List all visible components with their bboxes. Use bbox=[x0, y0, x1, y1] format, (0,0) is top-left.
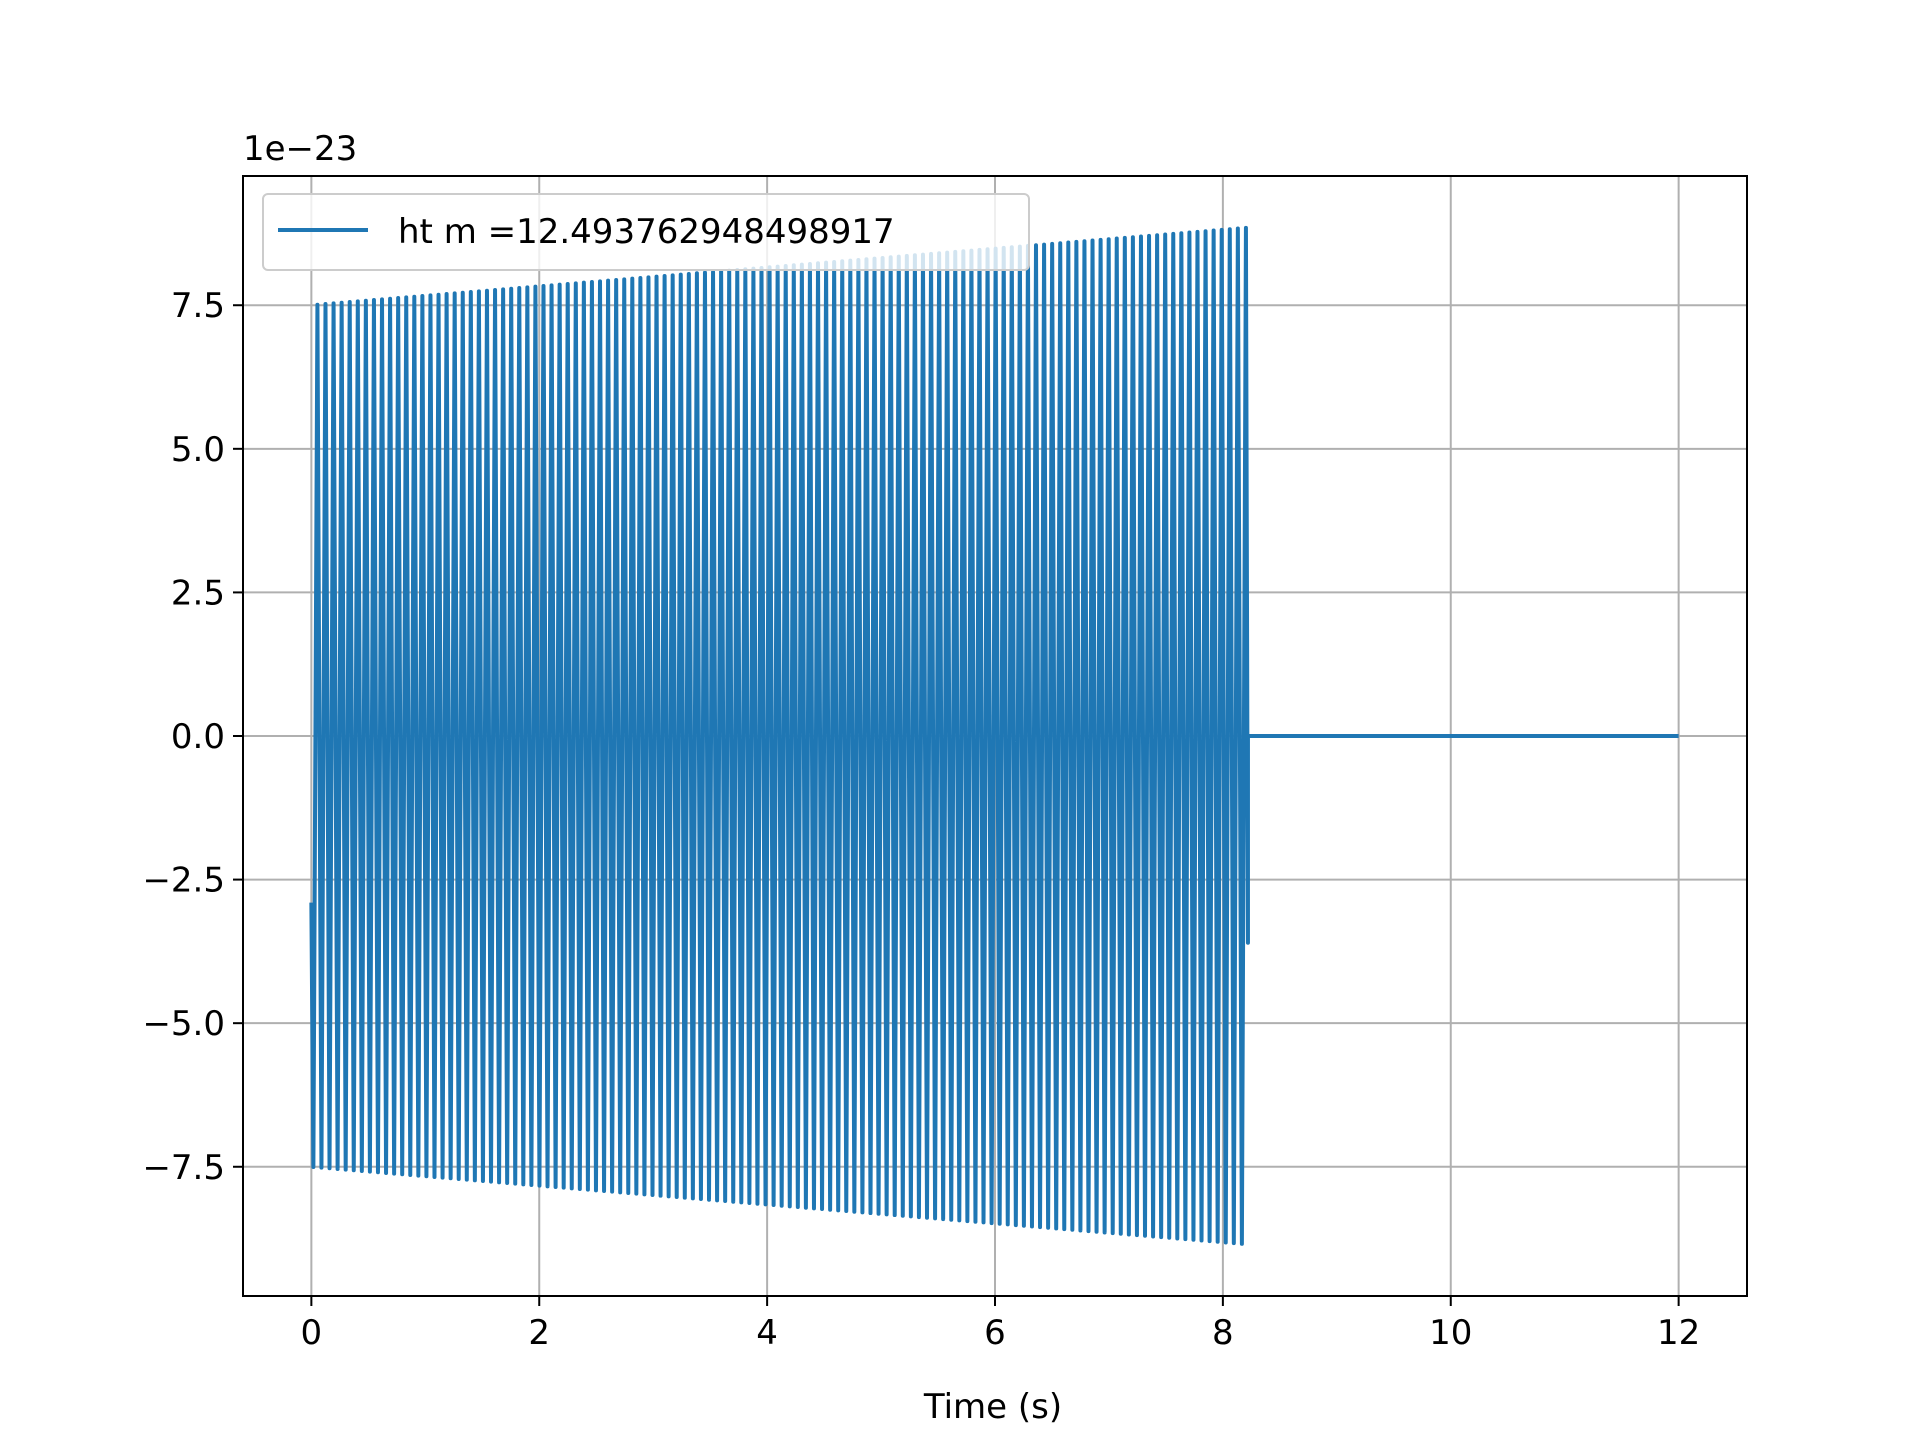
y-tick-label: 7.5 bbox=[171, 286, 225, 326]
y-tick-label: 0.0 bbox=[171, 717, 225, 757]
y-tick-label: −7.5 bbox=[142, 1148, 225, 1188]
legend-box bbox=[262, 193, 1030, 271]
x-tick-label: 6 bbox=[984, 1313, 1006, 1353]
y-tick-label: 2.5 bbox=[171, 573, 225, 613]
series-line-0 bbox=[309, 225, 1679, 1246]
legend-entry-label: ht m =12.493762948498917 bbox=[398, 212, 895, 252]
y-tick-label: −2.5 bbox=[142, 861, 225, 901]
ticks: 0 2 4 6 8 10 12 −7.5 −5.0 −2.5 0.0 2.5 5.0 7.5 bbox=[142, 286, 1700, 1353]
x-axis-label: Time (s) bbox=[923, 1387, 1062, 1427]
y-tick-label: −5.0 bbox=[142, 1004, 225, 1044]
y-axis-offset-label: 1e−23 bbox=[243, 129, 357, 169]
x-tick-label: 2 bbox=[528, 1313, 550, 1353]
x-tick-label: 12 bbox=[1657, 1313, 1700, 1353]
legend: ht m =12.493762948498917 bbox=[262, 193, 1030, 271]
y-tick-label: 5.0 bbox=[171, 430, 225, 470]
x-tick-label: 0 bbox=[301, 1313, 323, 1353]
series-layer bbox=[309, 225, 1679, 1246]
x-tick-label: 4 bbox=[756, 1313, 778, 1353]
x-tick-label: 8 bbox=[1212, 1313, 1234, 1353]
x-tick-label: 10 bbox=[1429, 1313, 1472, 1353]
